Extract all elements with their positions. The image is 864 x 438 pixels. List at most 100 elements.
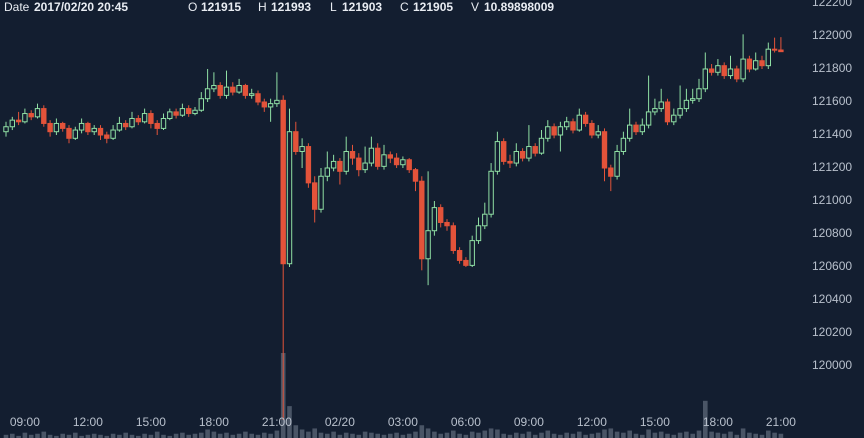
candle-body	[765, 48, 771, 67]
x-tick-label: 21:00	[262, 415, 292, 429]
candle-body	[267, 103, 274, 108]
low-value: 121903	[342, 0, 382, 14]
candle-body	[91, 127, 97, 133]
candle-body	[778, 49, 784, 53]
candle-body	[721, 65, 727, 77]
x-tick-label: 12:00	[577, 415, 607, 429]
volume-bar	[463, 434, 469, 438]
volume-bar	[406, 433, 412, 438]
candle-body	[312, 182, 318, 210]
x-tick-label: 06:00	[451, 415, 481, 429]
plot	[3, 34, 784, 438]
candle-body	[620, 137, 627, 153]
y-tick-label: 121200	[812, 160, 852, 174]
candle-body	[526, 146, 532, 159]
candle-body	[129, 117, 135, 128]
x-tick-label: 15:00	[640, 415, 670, 429]
candle-body	[582, 114, 589, 124]
y-tick-label: 121000	[812, 193, 852, 207]
candle-body	[28, 113, 34, 118]
volume-bar	[721, 433, 727, 438]
candle-body	[293, 131, 299, 153]
candle-body	[690, 98, 696, 101]
candle-body	[412, 169, 419, 182]
volume-bar	[41, 431, 47, 438]
volume-bar	[98, 434, 103, 438]
volume-bar	[747, 432, 752, 438]
candle-body	[343, 151, 349, 172]
candle-body	[34, 108, 41, 118]
volume-bar	[766, 430, 771, 438]
candle-body	[375, 147, 381, 167]
volume-bar	[451, 430, 456, 438]
volume-bar	[287, 406, 292, 438]
volume-bar	[136, 435, 141, 438]
volume-bar	[476, 432, 481, 438]
candle-body	[456, 250, 463, 261]
candle-body	[15, 119, 22, 123]
volume-bar	[16, 435, 21, 438]
candle-body	[72, 129, 78, 139]
candle-body	[123, 122, 129, 128]
volume-bar	[438, 433, 443, 438]
candle-body	[507, 160, 513, 164]
candle-body	[135, 117, 142, 123]
volume-bar	[646, 429, 651, 438]
volume-bar	[22, 432, 28, 438]
candle-body	[236, 84, 242, 93]
y-tick-label: 120000	[812, 358, 852, 372]
candle-body	[532, 146, 538, 154]
candle-body	[400, 159, 406, 166]
candle-body	[53, 122, 60, 133]
volume-bar	[740, 428, 746, 438]
candle-body	[3, 126, 9, 133]
volume-bar	[728, 431, 733, 438]
candle-body	[97, 127, 104, 136]
volume-bar	[778, 433, 784, 438]
volume-bar	[161, 434, 166, 438]
volume-bar	[520, 433, 525, 438]
candle-body	[362, 162, 368, 171]
candle-body	[538, 137, 545, 154]
candle-body	[318, 175, 324, 210]
x-tick-label: 02/20	[325, 415, 355, 429]
close-label: C	[400, 0, 409, 14]
volume-bar	[236, 433, 242, 438]
volume-bar	[230, 434, 236, 438]
volume-bar	[262, 432, 267, 438]
volume-bar	[356, 434, 362, 438]
candle-body	[564, 121, 570, 128]
volume-bar	[495, 429, 500, 438]
volume-bar	[293, 425, 299, 438]
y-tick-label: 121600	[812, 94, 852, 108]
candle-body	[727, 68, 734, 77]
volume-bar	[539, 432, 544, 438]
volume-bar	[28, 434, 34, 438]
y-tick-label: 121400	[812, 127, 852, 141]
candle-body	[78, 122, 85, 131]
volume-bar	[652, 432, 658, 438]
candle-body	[570, 121, 576, 131]
candle-body	[41, 108, 47, 124]
volume-bar	[3, 434, 9, 438]
x-tick-label: 18:00	[199, 415, 229, 429]
candle-body	[771, 48, 778, 51]
volume-bar	[514, 432, 519, 438]
volume-bar	[545, 430, 551, 438]
candle-body	[154, 122, 160, 129]
candle-body	[601, 131, 608, 169]
x-tick-label: 21:00	[766, 415, 796, 429]
candle-body	[702, 68, 708, 90]
x-tick-label: 09:00	[10, 415, 40, 429]
volume-bar	[577, 431, 582, 438]
volume-bar	[274, 430, 280, 438]
candle-body	[116, 122, 123, 131]
candle-body	[9, 119, 16, 128]
volume-bar	[488, 428, 494, 438]
volume-bar	[224, 432, 229, 438]
candle-body	[450, 225, 457, 252]
volume-bar	[608, 428, 614, 438]
volume-bar	[91, 433, 97, 438]
volume-bar	[589, 433, 595, 438]
volume-bar	[703, 400, 708, 438]
